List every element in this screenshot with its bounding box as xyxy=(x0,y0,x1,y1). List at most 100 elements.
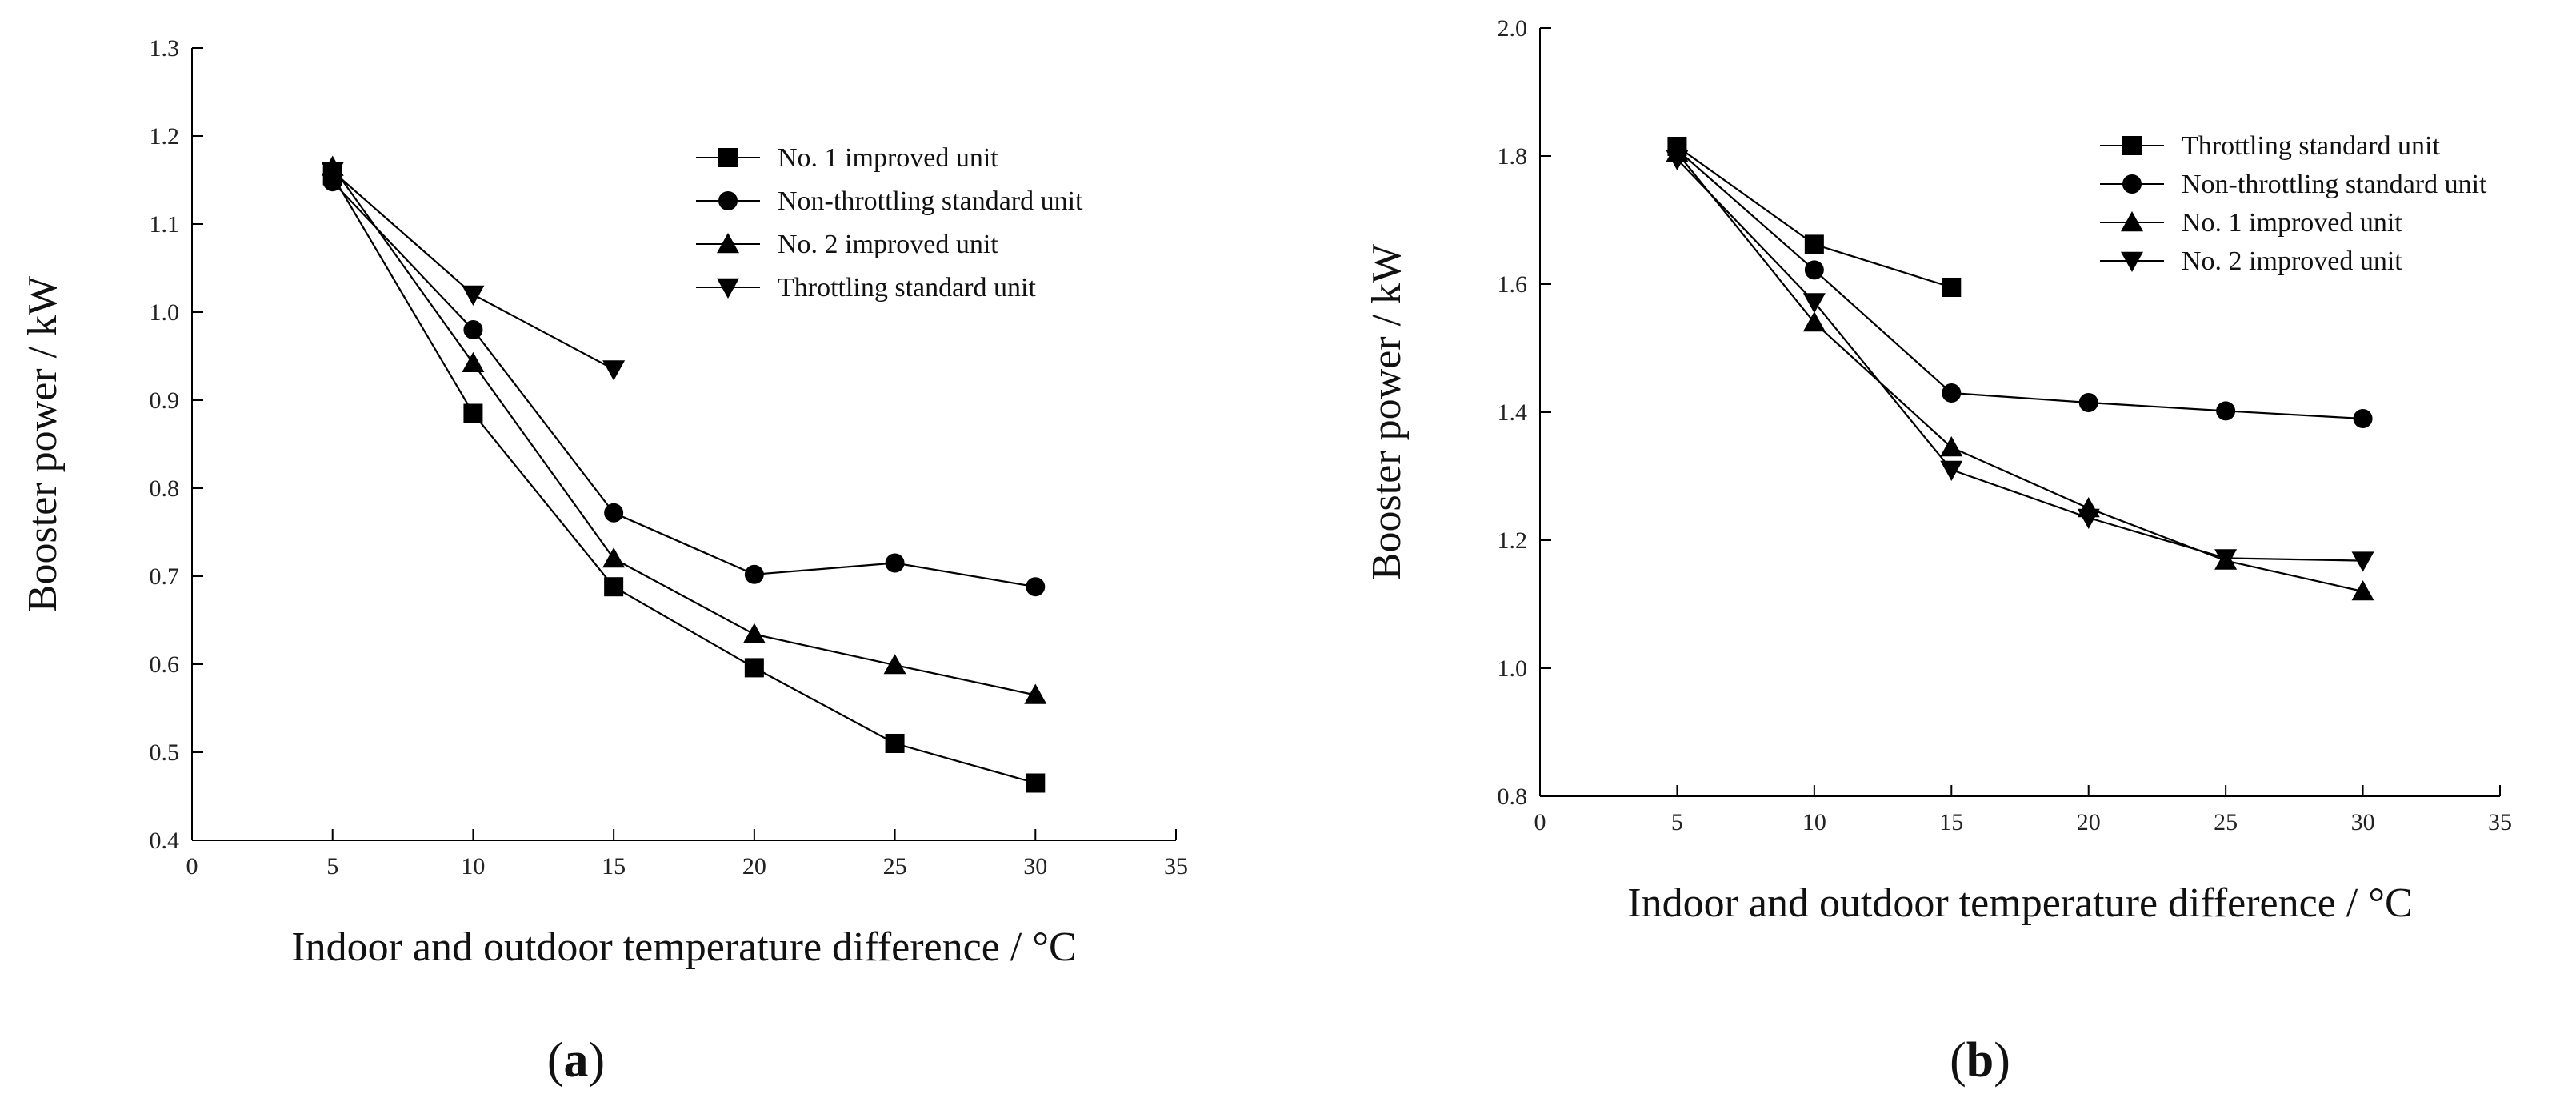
x-tick-label: 35 xyxy=(2488,809,2512,836)
series-square xyxy=(322,166,1046,793)
series-line xyxy=(331,170,614,371)
legend-marker xyxy=(2121,251,2143,272)
series-line xyxy=(1676,158,2363,562)
data-point xyxy=(744,658,764,678)
series-circle xyxy=(1667,140,2373,428)
data-point xyxy=(885,553,905,573)
data-point xyxy=(742,623,766,643)
y-tick-label: 0.8 xyxy=(150,475,180,502)
series-line xyxy=(331,174,1036,784)
panel-label-close: ) xyxy=(589,1033,606,1088)
series-line xyxy=(331,181,1036,588)
legend-label: Throttling standard unit xyxy=(778,273,1037,303)
data-point xyxy=(744,564,764,584)
legend-label: Non-throttling standard unit xyxy=(778,186,1083,216)
legend-marker xyxy=(2122,174,2142,194)
y-tick-label: 1.0 xyxy=(1498,655,1528,682)
y-tick-label: 1.0 xyxy=(150,299,180,326)
legend-label: No. 2 improved unit xyxy=(778,230,998,259)
panel-label-open: ( xyxy=(547,1033,564,1088)
series-line xyxy=(331,166,1036,696)
x-axis-title: Indoor and outdoor temperature differenc… xyxy=(291,924,1076,970)
y-tick-label: 0.8 xyxy=(1498,783,1528,810)
x-tick-label: 10 xyxy=(1802,809,1826,836)
data-point xyxy=(1802,293,1826,314)
y-tick-label: 0.4 xyxy=(150,827,180,854)
legend-label: No. 1 improved unit xyxy=(778,143,998,173)
legend-entry: No. 2 improved unit xyxy=(2100,246,2402,276)
data-point xyxy=(604,503,624,523)
data-point xyxy=(1942,278,1962,297)
x-tick-label: 15 xyxy=(602,853,626,880)
panel-label: (a) xyxy=(547,1033,605,1088)
x-tick-label: 25 xyxy=(883,853,907,880)
data-point xyxy=(2077,508,2100,529)
legend-entry: No. 1 improved unit xyxy=(696,143,998,173)
data-point xyxy=(1804,234,1824,254)
data-point xyxy=(1024,683,1047,704)
chart-panel-b: 0 5 10 15 20 25 30 35 0.8 1.0 1.2 1.4 1.6 1.8 2.0 Indoo… xyxy=(1364,15,2512,1088)
legend-label: Throttling standard unit xyxy=(2182,131,2441,161)
data-point xyxy=(604,577,624,597)
data-point xyxy=(2078,393,2098,412)
panel-label-letter: a xyxy=(564,1033,589,1088)
legend-label: No. 1 improved unit xyxy=(2182,208,2402,238)
panel-label-close: ) xyxy=(1994,1033,2010,1088)
x-tick-label: 35 xyxy=(1164,853,1188,880)
x-tick-label: 0 xyxy=(186,853,198,880)
panel-label-open: ( xyxy=(1950,1033,1966,1088)
legend-marker xyxy=(718,191,738,210)
legend-entry: Throttling standard unit xyxy=(696,273,1037,303)
data-point xyxy=(1802,311,1826,332)
x-tick-label: 30 xyxy=(1023,853,1047,880)
series-line xyxy=(1676,149,2363,420)
data-point xyxy=(1940,436,1963,457)
x-tick-label: 20 xyxy=(742,853,766,880)
x-tick-label: 15 xyxy=(1939,809,1963,836)
panel-label-letter: b xyxy=(1966,1033,1994,1088)
legend-marker xyxy=(717,233,739,254)
series-triangle-down xyxy=(1666,150,2374,572)
x-tick-label: 10 xyxy=(461,853,485,880)
series-triangle-down xyxy=(321,162,626,381)
y-tick-label: 2.0 xyxy=(1498,15,1528,42)
data-point xyxy=(602,360,626,381)
data-point xyxy=(463,403,483,423)
data-point xyxy=(1804,260,1824,280)
data-point xyxy=(1026,577,1046,597)
data-point xyxy=(2214,549,2238,570)
chart-panel-a: 0 5 10 15 20 25 30 35 0.4 0.5 0.6 0.7 0.8 0.9 1.0 1.1 1.… xyxy=(20,35,1188,1088)
data-point xyxy=(321,162,344,182)
x-tick-label: 20 xyxy=(2077,809,2101,836)
y-tick-label: 1.2 xyxy=(150,123,180,150)
series-line xyxy=(1676,152,2363,593)
x-tick-label: 5 xyxy=(326,853,338,880)
y-tick-label: 0.9 xyxy=(150,387,180,414)
data-point xyxy=(2351,551,2374,572)
legend-marker xyxy=(2121,211,2143,232)
x-tick-label: 5 xyxy=(1671,809,1683,836)
y-tick-label: 0.5 xyxy=(150,739,180,766)
y-axis-title: Booster power / kW xyxy=(1364,244,1410,580)
data-point xyxy=(1026,773,1046,793)
data-point xyxy=(2351,580,2374,601)
panel-label: (b) xyxy=(1950,1033,2010,1088)
legend-entry: No. 1 improved unit xyxy=(2100,208,2402,238)
series-circle xyxy=(322,172,1046,597)
data-point xyxy=(463,320,483,339)
y-tick-label: 0.7 xyxy=(150,563,180,590)
data-point xyxy=(885,734,905,753)
y-tick-label: 1.6 xyxy=(1498,271,1528,298)
y-tick-label: 0.6 xyxy=(150,651,180,678)
legend-entry: Throttling standard unit xyxy=(2100,131,2441,161)
data-point xyxy=(2353,409,2373,428)
data-point xyxy=(1940,460,1963,481)
x-tick-label: 0 xyxy=(1534,809,1546,836)
y-tick-label: 1.1 xyxy=(150,211,180,238)
y-tick-label: 1.8 xyxy=(1498,143,1528,170)
legend-label: Non-throttling standard unit xyxy=(2182,170,2487,199)
data-point xyxy=(462,351,485,372)
y-axis-title: Booster power / kW xyxy=(20,276,66,612)
data-point xyxy=(1666,150,1689,170)
